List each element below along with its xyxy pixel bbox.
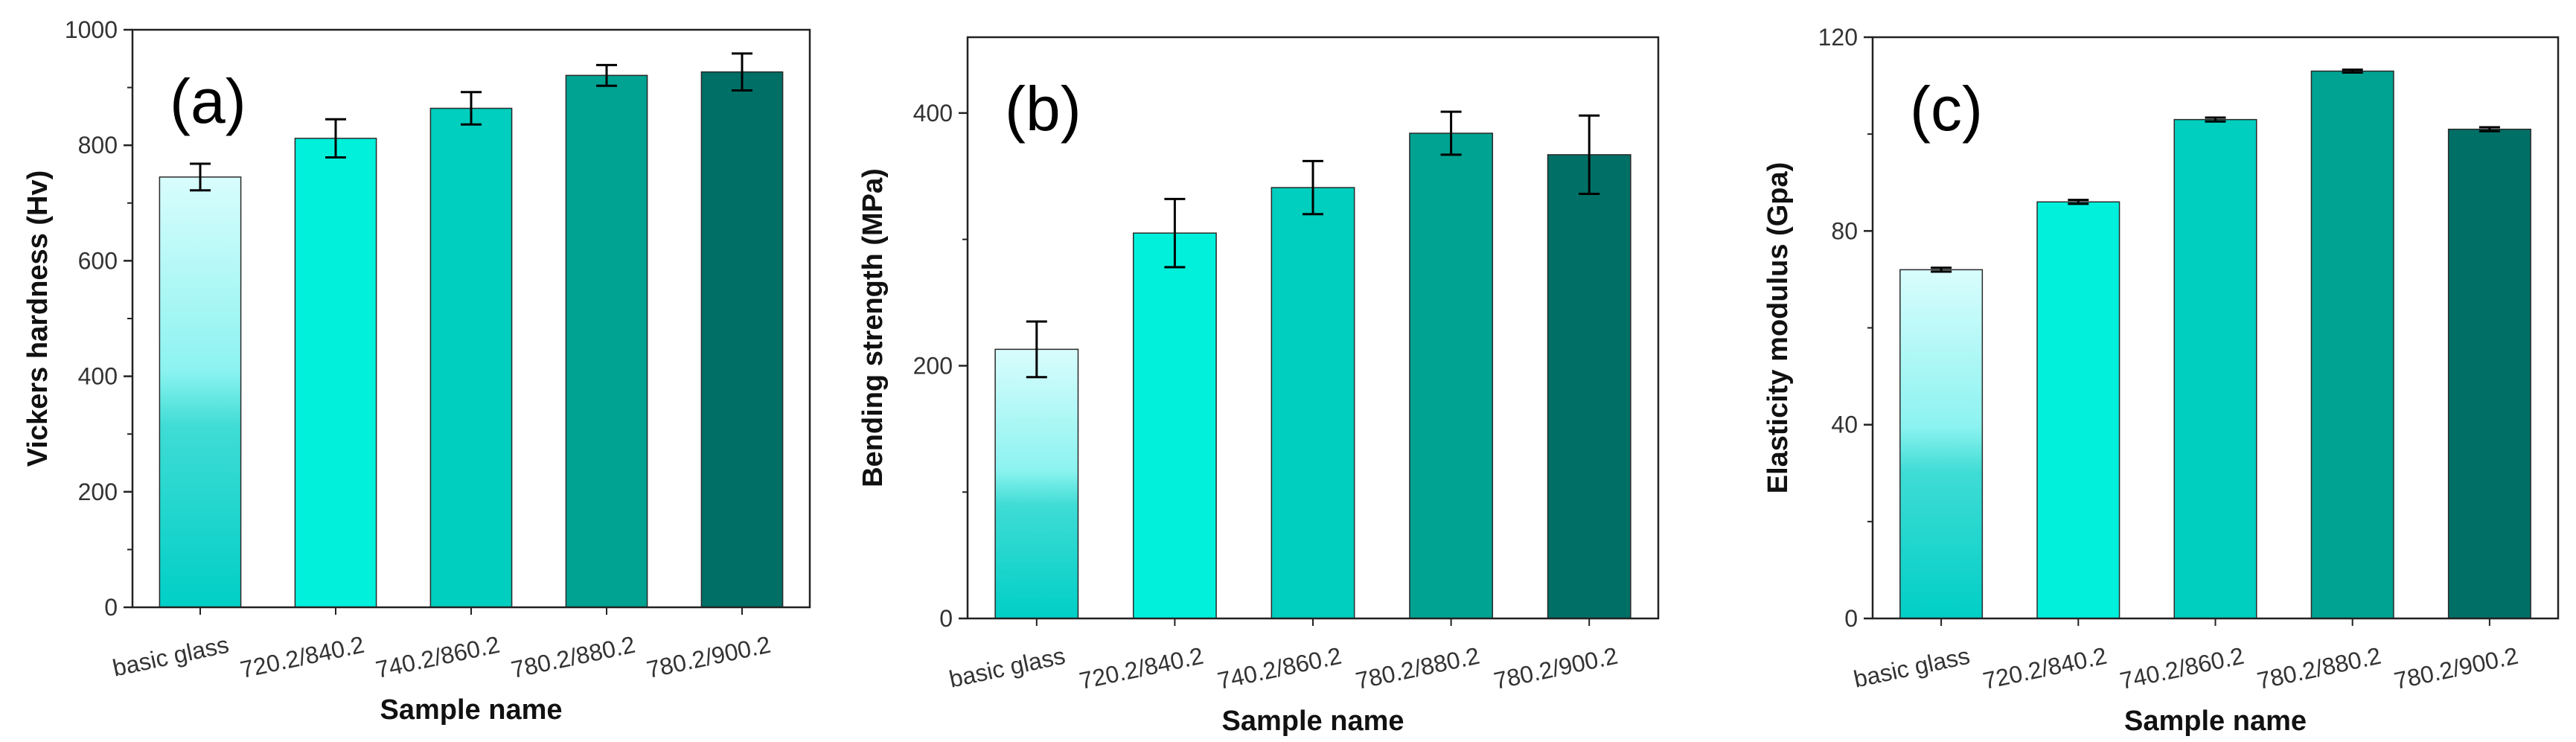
bar bbox=[700, 71, 784, 608]
y-tick-label: 200 bbox=[913, 352, 953, 379]
x-tick-label: 720.2/840.2 bbox=[1981, 642, 2109, 694]
x-tick-label: 740.2/860.2 bbox=[374, 631, 502, 683]
x-tick-label: 780.2/880.2 bbox=[509, 631, 638, 683]
y-tick-label: 400 bbox=[913, 100, 953, 127]
bar bbox=[1271, 187, 1355, 619]
x-tick-label: basic glass bbox=[1851, 642, 1972, 693]
chart-panel-2: basic glass 720.2/840.2 740.2/860.2 780.2/8… bbox=[857, 36, 1660, 737]
y-tick-label: 0 bbox=[1844, 605, 1858, 632]
y-tick-label: 600 bbox=[78, 247, 118, 274]
bar bbox=[2036, 201, 2120, 619]
bar bbox=[1547, 154, 1631, 619]
y-tick-label: 120 bbox=[1818, 24, 1858, 51]
x-tick-label: basic glass bbox=[110, 631, 231, 682]
chart-panel-3: basic glass 720.2/840.2 740.2/860.2 780.2/8… bbox=[1762, 24, 2560, 737]
bar bbox=[1132, 232, 1217, 619]
y-axis-title: Bending strength (MPa) bbox=[857, 168, 889, 487]
x-tick-label: 780.2/900.2 bbox=[645, 631, 773, 683]
x-axis-title: Sample name bbox=[1222, 706, 1404, 737]
bar bbox=[2310, 70, 2394, 619]
y-axis-title: Vickers hardness (Hv) bbox=[22, 170, 54, 467]
y-tick-label: 400 bbox=[78, 363, 118, 390]
panel-label: (b) bbox=[1005, 74, 1081, 144]
bar bbox=[429, 107, 513, 608]
chart-panel-1: basic glass 720.2/840.2 740.2/860.2 780.2/8… bbox=[22, 16, 811, 726]
x-tick-label: 780.2/880.2 bbox=[2254, 642, 2383, 694]
bar bbox=[565, 74, 648, 608]
x-tick-label: 780.2/900.2 bbox=[1492, 642, 1620, 694]
panel-label: (a) bbox=[170, 66, 246, 136]
x-tick-label: 780.2/900.2 bbox=[2392, 642, 2521, 694]
y-axis-title: Elasticity modulus (Gpa) bbox=[1762, 162, 1794, 494]
x-axis-title: Sample name bbox=[380, 694, 563, 726]
y-tick-label: 0 bbox=[939, 605, 953, 632]
y-tick-label: 0 bbox=[104, 594, 118, 621]
bar bbox=[1899, 269, 1984, 619]
x-tick-label: 740.2/860.2 bbox=[1215, 642, 1344, 694]
y-tick-label: 200 bbox=[78, 479, 118, 505]
panel-label: (c) bbox=[1910, 74, 1983, 144]
x-axis-title: Sample name bbox=[2124, 706, 2307, 737]
bar bbox=[2173, 118, 2257, 619]
bar bbox=[994, 348, 1079, 619]
bar bbox=[2447, 128, 2531, 619]
x-tick-label: 780.2/880.2 bbox=[1353, 642, 1482, 694]
bar bbox=[1409, 132, 1494, 619]
x-tick-label: basic glass bbox=[947, 642, 1067, 693]
x-tick-label: 720.2/840.2 bbox=[1077, 642, 1206, 694]
y-tick-label: 40 bbox=[1831, 412, 1858, 438]
x-tick-label: 720.2/840.2 bbox=[238, 631, 367, 683]
bar bbox=[294, 138, 377, 608]
y-tick-label: 1000 bbox=[65, 16, 118, 43]
y-tick-label: 800 bbox=[78, 132, 118, 159]
y-tick-label: 80 bbox=[1831, 217, 1858, 244]
bar bbox=[159, 176, 242, 608]
x-tick-label: 740.2/860.2 bbox=[2118, 642, 2246, 694]
